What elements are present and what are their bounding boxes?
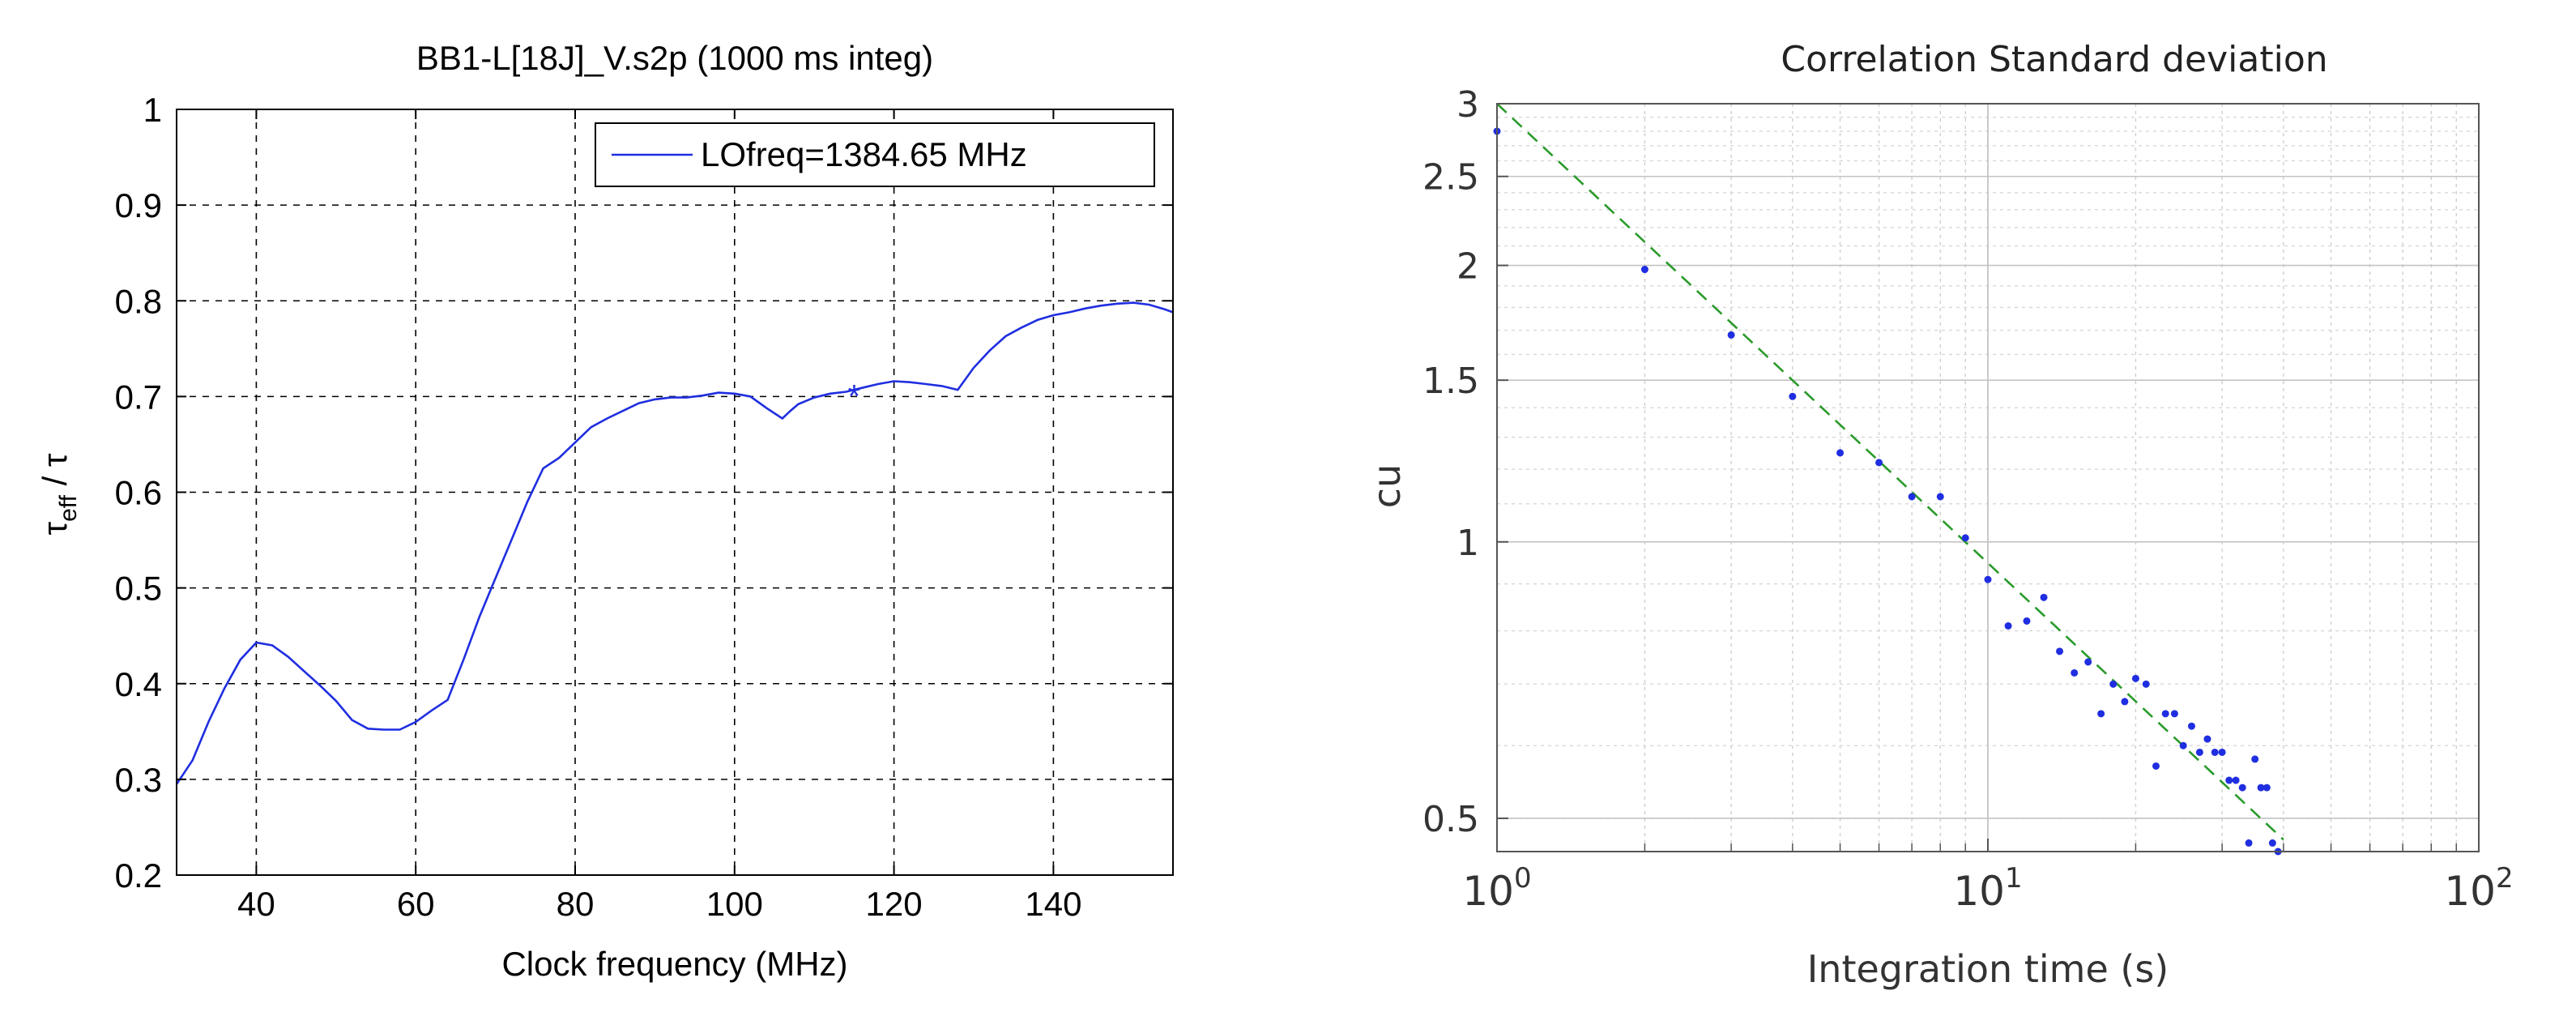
left-legend: LOfreq=1384.65 MHz [595, 122, 1155, 187]
right-data-point [2179, 741, 2187, 749]
right-y-tick-label: 3 [1456, 84, 1479, 126]
left-y-ticks: 0.2 0.3 0.4 0.5 0.6 0.7 0.8 0.9 1 [115, 91, 1173, 895]
right-data-point [1961, 534, 1969, 542]
left-series-marker: * [848, 378, 861, 414]
left-y-tick-label: 0.4 [115, 665, 162, 703]
left-x-tick-label: 60 [397, 885, 435, 923]
left-chart: BB1-L[18J]_V.s2p (1000 ms integ) * 40 60 8… [36, 39, 1174, 983]
right-data-point [2131, 674, 2139, 682]
right-y-tick-label: 1.5 [1422, 361, 1479, 402]
right-data-point [2268, 839, 2276, 847]
right-data-point [2142, 680, 2150, 688]
right-data-point [2257, 784, 2265, 792]
right-data-point [2161, 710, 2169, 718]
left-x-ticks: 40 60 80 100 120 140 [237, 109, 1081, 923]
right-data-point [2097, 710, 2105, 718]
left-x-tick-label: 140 [1025, 885, 1081, 923]
right-x-ticks: 100 101 102 [1462, 839, 2514, 915]
right-x-tick-label: 101 [1953, 862, 2022, 915]
right-data-point [2109, 680, 2118, 688]
right-y-tick-label: 2.5 [1422, 157, 1479, 199]
left-y-tick-label: 1 [143, 91, 162, 129]
right-data-point [2211, 748, 2219, 756]
right-data-point [2245, 839, 2253, 847]
right-data-point [2056, 647, 2064, 655]
right-data-point [2040, 593, 2048, 601]
left-x-tick-label: 120 [866, 885, 923, 923]
left-y-tick-label: 0.7 [115, 378, 162, 416]
left-y-tick-label: 0.3 [115, 761, 162, 799]
right-data-point [2238, 784, 2246, 792]
right-data-point [1836, 449, 1845, 457]
right-data-point [1984, 575, 1992, 583]
left-grid [177, 109, 1173, 875]
right-data-point [2251, 755, 2259, 763]
right-data-point [2023, 617, 2031, 625]
left-y-tick-label: 0.5 [115, 570, 162, 608]
right-data-point [1936, 493, 1944, 501]
right-data-point [2263, 784, 2271, 792]
right-data-point [2121, 698, 2129, 706]
right-data-point [2225, 776, 2233, 784]
left-y-axis-label: τeff / τ [36, 453, 82, 535]
left-y-tick-label: 0.8 [115, 282, 162, 320]
right-data-point [2071, 668, 2079, 677]
right-fit-line [1496, 103, 2284, 841]
right-chart: Correlation Standard deviation 100 101 102… [1365, 39, 2514, 991]
right-data-point [1789, 392, 1797, 400]
left-y-tick-label: 0.6 [115, 474, 162, 512]
left-x-axis-label: Clock frequency (MHz) [501, 945, 847, 983]
right-data-point [1640, 266, 1648, 274]
right-data-point [1727, 331, 1735, 339]
right-y-axis-label: cu [1365, 464, 1409, 508]
right-data-point [2195, 748, 2203, 756]
right-data-point [1908, 493, 1916, 501]
left-chart-title: BB1-L[18J]_V.s2p (1000 ms integ) [416, 39, 933, 77]
right-data-point [2187, 722, 2195, 730]
right-y-ticks: 0.5 1 1.5 2 2.5 3 [1422, 84, 1508, 840]
right-data-point [2004, 621, 2012, 630]
right-chart-title: Correlation Standard deviation [1781, 39, 2327, 80]
left-y-tick-label: 0.2 [115, 856, 162, 895]
right-data-point [2152, 762, 2160, 770]
right-y-tick-label: 2 [1456, 246, 1479, 288]
right-data-point [2218, 748, 2226, 756]
right-data-point [1875, 459, 1883, 467]
right-x-tick-label: 100 [1462, 862, 1531, 915]
left-x-tick-label: 40 [237, 885, 275, 923]
right-x-tick-label: 102 [2444, 862, 2513, 915]
left-series-line [175, 301, 1174, 785]
right-data-point [2203, 735, 2211, 743]
right-data-point [2084, 658, 2092, 666]
right-grid [1496, 103, 2480, 852]
right-y-tick-label: 0.5 [1422, 799, 1479, 840]
right-x-axis-label: Integration time (s) [1807, 947, 2169, 991]
right-data-point [2170, 710, 2178, 718]
right-data-point [2232, 776, 2240, 784]
left-x-tick-label: 80 [557, 885, 595, 923]
left-y-tick-label: 0.9 [115, 186, 162, 224]
right-y-tick-label: 1 [1456, 523, 1479, 564]
left-x-tick-label: 100 [706, 885, 763, 923]
left-legend-label: LOfreq=1384.65 MHz [701, 135, 1027, 173]
